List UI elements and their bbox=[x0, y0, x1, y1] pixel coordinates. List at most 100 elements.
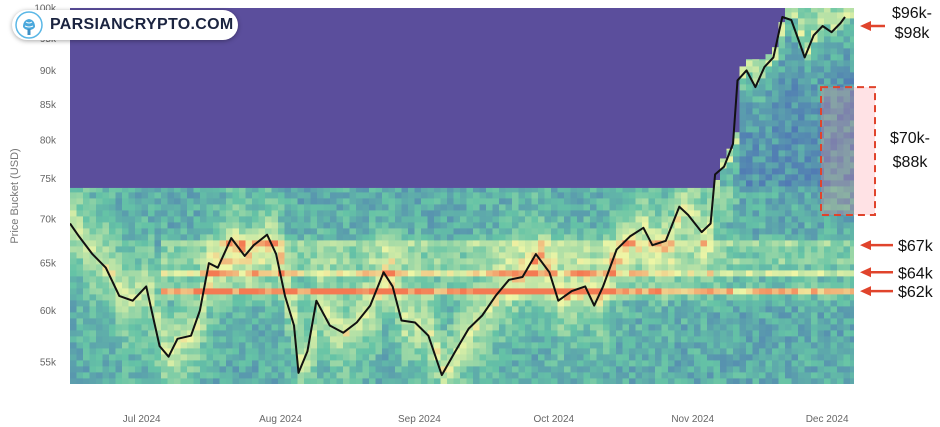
heatmap-cell bbox=[830, 282, 838, 289]
heatmap-cell bbox=[739, 120, 747, 127]
heatmap-cell bbox=[850, 36, 854, 43]
heatmap-cell bbox=[720, 366, 727, 373]
heatmap-cell bbox=[668, 330, 675, 337]
heatmap-cell bbox=[141, 264, 149, 271]
heatmap-cell bbox=[739, 150, 747, 157]
heatmap-cell bbox=[102, 234, 110, 241]
heatmap-cell bbox=[596, 318, 604, 325]
heatmap-cell bbox=[635, 306, 643, 313]
heatmap-cell bbox=[362, 366, 370, 373]
heatmap-cell bbox=[89, 312, 97, 319]
heatmap-cell bbox=[720, 234, 727, 241]
heatmap-cell bbox=[648, 300, 656, 307]
heatmap-cell bbox=[739, 354, 747, 361]
heatmap-cell bbox=[694, 300, 701, 307]
heatmap-cell bbox=[460, 288, 467, 295]
heatmap-cell bbox=[837, 378, 844, 384]
heatmap-cell bbox=[622, 372, 630, 379]
heatmap-cell bbox=[817, 354, 825, 361]
heatmap-cell bbox=[369, 240, 376, 247]
heatmap-cell bbox=[278, 246, 285, 253]
heatmap-cell bbox=[83, 204, 90, 211]
heatmap-cell bbox=[616, 258, 623, 265]
heatmap-cell bbox=[154, 228, 162, 235]
heatmap-cell bbox=[343, 294, 350, 301]
heatmap-cell bbox=[635, 198, 643, 205]
heatmap-cell bbox=[746, 300, 753, 307]
heatmap-cell bbox=[772, 120, 779, 127]
heatmap-cell bbox=[850, 222, 854, 229]
heatmap-cell bbox=[824, 78, 831, 85]
heatmap-cell bbox=[434, 330, 441, 337]
heatmap-cell bbox=[102, 294, 110, 301]
heatmap-cell bbox=[447, 240, 454, 247]
heatmap-cell bbox=[232, 216, 240, 223]
heatmap-cell bbox=[759, 204, 766, 211]
heatmap-cell bbox=[635, 294, 643, 301]
heatmap-cell bbox=[154, 216, 162, 223]
heatmap-cell bbox=[505, 187, 513, 193]
heatmap-cell bbox=[629, 210, 636, 217]
heatmap-cell bbox=[798, 312, 805, 319]
heatmap-cell bbox=[525, 372, 532, 379]
heatmap-cell bbox=[661, 198, 669, 205]
heatmap-cell bbox=[343, 324, 350, 331]
heatmap-cell bbox=[778, 84, 786, 91]
heatmap-cell bbox=[200, 252, 207, 259]
heatmap-cell bbox=[752, 114, 760, 121]
heatmap-cell bbox=[668, 336, 675, 343]
heatmap-cell bbox=[369, 378, 376, 384]
heatmap-cell bbox=[167, 330, 175, 337]
heatmap-cell bbox=[778, 156, 786, 163]
heatmap-cell bbox=[668, 228, 675, 235]
heatmap-cell bbox=[759, 336, 766, 343]
heatmap-cell bbox=[447, 336, 454, 343]
heatmap-cell bbox=[616, 324, 623, 331]
heatmap-cell bbox=[622, 240, 630, 247]
heatmap-cell bbox=[512, 187, 519, 193]
heatmap-cell bbox=[414, 336, 422, 343]
heatmap-cell bbox=[421, 378, 428, 384]
heatmap-cell bbox=[258, 246, 266, 253]
heatmap-cell bbox=[759, 354, 766, 361]
heatmap-cell bbox=[817, 30, 825, 37]
heatmap-cell bbox=[785, 204, 792, 211]
heatmap-cell bbox=[720, 162, 727, 169]
heatmap-cell bbox=[668, 318, 675, 325]
heatmap-cell bbox=[434, 300, 441, 307]
heatmap-cell bbox=[804, 228, 812, 235]
heatmap-cell bbox=[200, 330, 207, 337]
heatmap-cell bbox=[83, 300, 90, 307]
annotation-arrowhead bbox=[860, 267, 871, 278]
heatmap-cell bbox=[843, 36, 851, 43]
heatmap-cell bbox=[408, 300, 415, 307]
heatmap-cell bbox=[824, 192, 831, 199]
heatmap-cell bbox=[115, 282, 123, 289]
heatmap-cell bbox=[551, 252, 558, 259]
heatmap-cell bbox=[811, 144, 818, 151]
heatmap-cell bbox=[544, 294, 552, 301]
heatmap-cell bbox=[830, 366, 838, 373]
heatmap-cell bbox=[609, 372, 617, 379]
heatmap-cell bbox=[609, 264, 617, 271]
heatmap-cell bbox=[726, 294, 734, 301]
heatmap-cell bbox=[317, 187, 324, 193]
heatmap-cell bbox=[843, 54, 851, 61]
heatmap-cell bbox=[434, 192, 441, 199]
heatmap-cell bbox=[759, 174, 766, 181]
heatmap-cell bbox=[102, 306, 110, 313]
heatmap-cell bbox=[811, 36, 818, 43]
heatmap-cell bbox=[726, 198, 734, 205]
heatmap-cell bbox=[466, 216, 474, 223]
heatmap-cell bbox=[616, 312, 623, 319]
heatmap-cell bbox=[369, 282, 376, 289]
heatmap-cell bbox=[726, 360, 734, 367]
heatmap-cell bbox=[616, 354, 623, 361]
heatmap-cell bbox=[837, 210, 844, 217]
heatmap-cell bbox=[479, 240, 487, 247]
heatmap-cell bbox=[421, 324, 428, 331]
heatmap-cell bbox=[349, 192, 357, 199]
heatmap-cell bbox=[655, 282, 662, 289]
heatmap-cell bbox=[531, 324, 539, 331]
heatmap-cell bbox=[752, 174, 760, 181]
